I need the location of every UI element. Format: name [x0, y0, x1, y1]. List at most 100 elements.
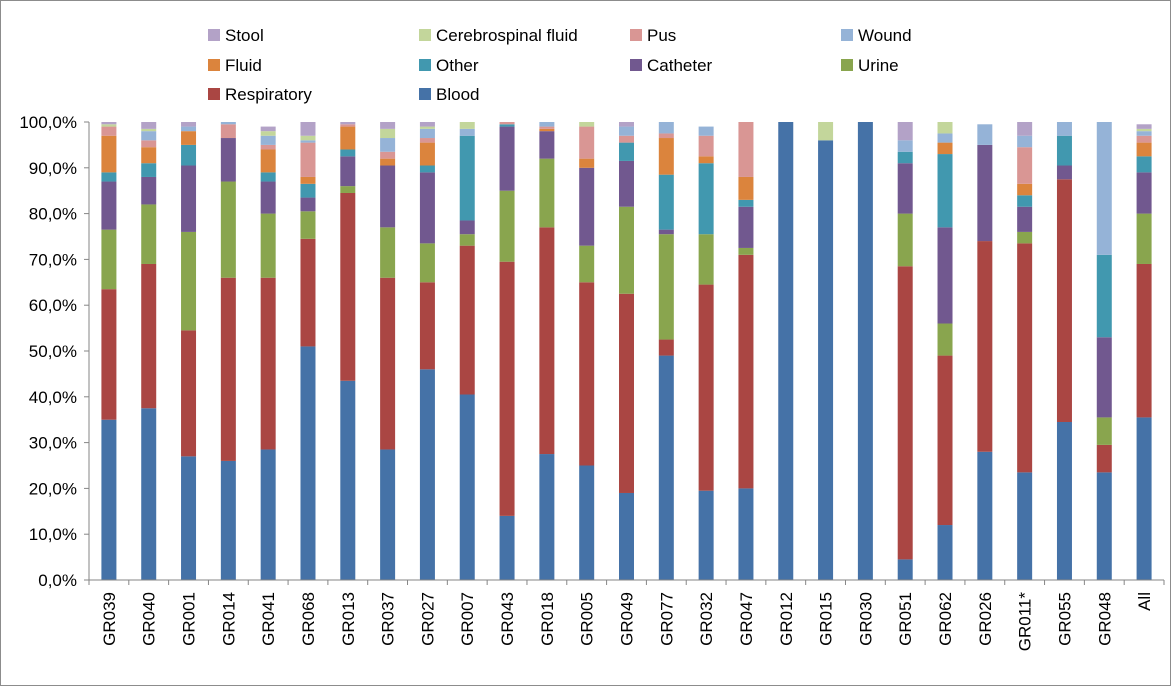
bar-segment-respiratory — [1056, 179, 1072, 422]
legend-label-fluid: Fluid — [225, 56, 262, 75]
bar-stack-gr047 — [738, 122, 754, 580]
bar-segment-blood — [539, 454, 555, 580]
bar-segment-pus — [1136, 135, 1152, 143]
bar-segment-respiratory — [260, 277, 276, 450]
bar-segment-respiratory — [658, 339, 674, 356]
bar-segment-blood — [380, 449, 396, 580]
bar-segment-cerebrospinal-fluid — [1136, 128, 1152, 132]
legend-swatch-pus — [630, 29, 642, 41]
bar-segment-respiratory — [897, 266, 913, 560]
bar-segment-catheter — [1017, 206, 1033, 232]
legend-swatch-urine — [841, 59, 853, 71]
bar-segment-blood — [141, 408, 157, 580]
bar-segment-blood — [260, 449, 276, 580]
bar-segment-respiratory — [619, 293, 634, 493]
bar-segment-other — [181, 144, 197, 166]
x-category-label-gr027: GR027 — [418, 592, 437, 646]
bar-segment-urine — [579, 245, 595, 283]
bar-segment-catheter — [380, 165, 396, 228]
bar-stack-gr037 — [380, 122, 396, 580]
bar-segment-blood — [977, 451, 993, 580]
bar-segment-respiratory — [1096, 444, 1112, 473]
bar-segment-wound — [300, 140, 316, 143]
bar-segment-cerebrospinal-fluid — [937, 122, 953, 134]
bar-stack-gr007 — [459, 122, 475, 580]
bar-stack-gr049 — [619, 122, 634, 580]
bar-segment-urine — [459, 234, 475, 246]
bar-segment-fluid — [101, 135, 117, 173]
bar-segment-pus — [698, 135, 714, 157]
bar-segment-respiratory — [459, 245, 475, 395]
bar-segment-stool — [1136, 124, 1152, 129]
bar-segment-wound — [1056, 122, 1072, 136]
bar-segment-fluid — [1017, 183, 1033, 196]
bar-segment-urine — [419, 243, 435, 283]
bar-segment-respiratory — [181, 330, 197, 457]
bar-segment-pus — [300, 142, 316, 177]
bar-segment-urine — [1136, 213, 1152, 264]
bar-segment-pus — [658, 133, 674, 139]
bar-segment-stool — [619, 122, 634, 127]
bar-segment-urine — [897, 213, 913, 267]
bar-segment-urine — [698, 234, 714, 285]
x-category-label-gr048: GR048 — [1095, 592, 1114, 646]
x-category-label-gr068: GR068 — [299, 592, 318, 646]
bar-segment-stool — [260, 126, 276, 132]
bar-segment-other — [658, 174, 674, 230]
x-category-label-gr018: GR018 — [538, 592, 557, 646]
bar-segment-pus — [419, 138, 435, 143]
bar-stack-gr043 — [499, 122, 515, 580]
bar-segment-wound — [380, 138, 396, 152]
bar-segment-stool — [340, 122, 356, 125]
bar-segment-stool — [181, 122, 197, 127]
bar-stack-gr077 — [658, 122, 674, 580]
bar-segment-blood — [778, 122, 794, 580]
bar-stack-gr026 — [977, 124, 993, 580]
bar-segment-blood — [818, 140, 834, 580]
x-category-label-gr077: GR077 — [657, 592, 676, 646]
bar-segment-fluid — [937, 142, 953, 155]
bar-stack-gr015 — [818, 122, 834, 580]
bar-stack-gr013 — [340, 122, 356, 580]
bar-segment-fluid — [539, 128, 555, 132]
bar-stack-gr012 — [778, 122, 794, 580]
bar-segment-catheter — [539, 131, 555, 159]
bar-segment-wound — [658, 122, 674, 134]
bar-stack-gr014 — [220, 122, 236, 580]
bar-segment-catheter — [141, 176, 157, 205]
bar-segment-other — [101, 172, 117, 182]
bar-segment-blood — [857, 122, 873, 580]
bar-stack-gr039 — [101, 122, 117, 580]
bar-segment-stool — [141, 122, 157, 129]
bar-segment-fluid — [658, 138, 674, 175]
bar-segment-respiratory — [499, 261, 515, 516]
bar-segment-fluid — [579, 158, 595, 168]
bar-segment-catheter — [897, 163, 913, 214]
y-tick-label: 10,0% — [29, 525, 77, 544]
bar-segment-cerebrospinal-fluid — [818, 122, 834, 141]
bar-segment-blood — [1017, 472, 1033, 580]
bar-segment-catheter — [101, 181, 117, 230]
x-category-label-gr011: GR011* — [1016, 592, 1035, 652]
bar-segment-respiratory — [101, 289, 117, 420]
bar-segment-wound — [419, 128, 435, 139]
bar-segment-pus — [220, 124, 236, 139]
bar-segment-urine — [380, 227, 396, 278]
bar-stack-gr032 — [698, 126, 714, 580]
bar-segment-other — [499, 124, 515, 127]
bar-segment-catheter — [220, 138, 236, 182]
bar-segment-respiratory — [419, 282, 435, 370]
x-category-label-gr013: GR013 — [339, 592, 358, 646]
bar-segment-urine — [1017, 231, 1033, 244]
legend-swatch-stool — [208, 29, 220, 41]
legend-label-respiratory: Respiratory — [225, 85, 312, 104]
bar-segment-wound — [459, 128, 475, 136]
bar-segment-stool — [419, 122, 435, 127]
y-tick-label: 80,0% — [29, 205, 77, 224]
bar-segment-fluid — [181, 131, 197, 145]
bar-segment-urine — [101, 229, 117, 290]
bar-segment-pus — [141, 140, 157, 148]
bar-segment-urine — [181, 231, 197, 331]
legend-label-stool: Stool — [225, 26, 264, 45]
